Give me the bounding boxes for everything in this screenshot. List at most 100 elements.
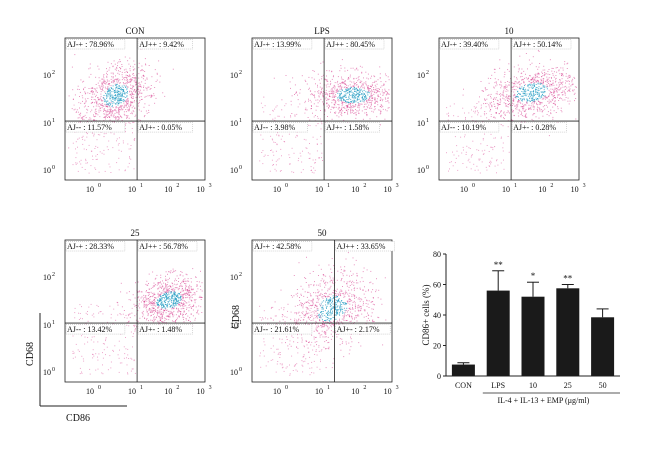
x-tick-label: 10 [315, 185, 323, 194]
x-tick-exponent: 0 [285, 183, 288, 189]
bar-y-tick-label: 40 [433, 311, 441, 320]
x-tick-exponent: 0 [98, 183, 101, 189]
quadrant-label-upper-left: AJ-+ : 42.58% [254, 242, 301, 251]
quadrant-label-upper-right: AJ++ : 80.45% [326, 40, 375, 49]
x-tick-label: 10 [273, 185, 281, 194]
x-tick-label: 10 [197, 387, 205, 396]
x-tick-exponent: 3 [583, 183, 586, 189]
y-tick-exponent: 0 [426, 165, 429, 171]
y-tick-exponent: 2 [239, 70, 242, 76]
scatter-dots [446, 49, 577, 174]
bar-category-label: 10 [529, 381, 537, 390]
scatter-dots [259, 252, 387, 376]
y-tick-exponent: 0 [52, 165, 55, 171]
quadrant-label-upper-right: AJ++ : 33.65% [337, 242, 386, 251]
scatter-dots [68, 48, 174, 174]
x-tick-exponent: 0 [472, 183, 475, 189]
x-tick-exponent: 3 [396, 385, 399, 391]
y-tick-label: 10 [43, 71, 51, 80]
bar-y-tick-label: 80 [433, 250, 441, 259]
dot-plot-axis-guide: CD68 CD86 CD68 [25, 305, 242, 424]
x-tick-exponent: 2 [550, 183, 553, 189]
panel50-y-axis-label: CD68 [231, 305, 242, 329]
x-tick-exponent: 1 [327, 385, 330, 391]
y-tick-label: 10 [43, 166, 51, 175]
y-tick-label: 10 [230, 321, 238, 330]
dot-plot-50: 50 AJ-+ : 42.58% AJ++ : 33.65% AJ-- : 21.61… [230, 228, 399, 396]
bar-50 [591, 317, 615, 376]
y-tick-exponent: 1 [52, 118, 55, 124]
scatter-dots [72, 268, 203, 375]
x-tick-exponent: 2 [363, 385, 366, 391]
bar-y-axis-label: CD86+ cells (%) [421, 284, 431, 345]
x-tick-label: 10 [351, 185, 359, 194]
dot-plot-25: 25 AJ-+ : 28.33% AJ++ : 56.78% AJ-- : 13.42… [43, 228, 212, 396]
bar-10 [521, 296, 545, 376]
x-tick-label: 10 [502, 185, 510, 194]
quadrant-label-lower-left: AJ-- : 21.61% [254, 325, 299, 334]
quadrant-label-lower-right: AJ+- : 0.28% [513, 123, 556, 132]
bar-x-axis-label: IL-4 + IL-13 + EMP (μg/ml) [497, 396, 589, 405]
x-tick-exponent: 3 [396, 183, 399, 189]
y-tick-label: 10 [230, 119, 238, 128]
x-tick-exponent: 2 [176, 183, 179, 189]
bar-con [451, 364, 475, 376]
plot-frame [64, 37, 206, 181]
y-tick-exponent: 1 [239, 118, 242, 124]
x-tick-exponent: 1 [514, 183, 517, 189]
x-tick-label: 10 [315, 387, 323, 396]
quadrant-label-upper-right: AJ++ : 50.14% [513, 40, 562, 49]
x-tick-exponent: 2 [363, 183, 366, 189]
quadrant-label-lower-left: AJ-- : 11.57% [67, 123, 112, 132]
significance-marker: ** [563, 274, 573, 284]
bar-25 [556, 288, 580, 376]
x-tick-label: 10 [538, 185, 546, 194]
y-axis-label-cd68: CD68 [25, 342, 36, 366]
x-tick-label: 10 [164, 185, 172, 194]
x-tick-exponent: 3 [209, 385, 212, 391]
plot-frame [251, 37, 393, 181]
x-tick-label: 10 [197, 185, 205, 194]
quadrant-label-upper-left: AJ-+ : 39.40% [441, 40, 488, 49]
y-tick-exponent: 2 [52, 70, 55, 76]
x-tick-label: 10 [164, 387, 172, 396]
dot-plot-con: CON AJ-+ : 78.96% AJ++ : 9.42% AJ-- : 11.57… [43, 26, 212, 194]
panel-title: 50 [318, 228, 328, 238]
y-tick-label: 10 [43, 273, 51, 282]
panel-title: LPS [314, 26, 330, 36]
plot-frame [438, 37, 580, 181]
quadrant-label-upper-left: AJ-+ : 78.96% [67, 40, 114, 49]
x-tick-exponent: 1 [140, 385, 143, 391]
bar-y-tick-label: 0 [437, 372, 441, 381]
quadrant-label-lower-left: AJ-- : 10.19% [441, 123, 486, 132]
bar-y-tick-label: 20 [433, 342, 441, 351]
x-tick-exponent: 0 [285, 385, 288, 391]
quadrant-label-upper-left: AJ-+ : 13.99% [254, 40, 301, 49]
y-tick-exponent: 1 [239, 320, 242, 326]
quadrant-label-lower-left: AJ-- : 3.98% [254, 123, 295, 132]
plot-frame [251, 239, 393, 383]
x-tick-exponent: 3 [209, 183, 212, 189]
y-tick-exponent: 2 [426, 70, 429, 76]
quadrant-label-upper-left: AJ-+ : 28.33% [67, 242, 114, 251]
y-tick-exponent: 1 [52, 320, 55, 326]
quadrant-label-lower-right: AJ+- : 0.05% [139, 123, 182, 132]
panel-title: 10 [505, 26, 515, 36]
quadrant-label-lower-right: AJ+- : 2.17% [337, 325, 380, 334]
quadrant-label-upper-right: AJ++ : 9.42% [139, 40, 184, 49]
y-tick-label: 10 [417, 71, 425, 80]
scatter-dots [259, 59, 390, 174]
y-tick-exponent: 0 [239, 367, 242, 373]
quadrant-label-lower-right: AJ+- : 1.48% [139, 325, 182, 334]
y-tick-exponent: 2 [239, 272, 242, 278]
x-tick-label: 10 [384, 387, 392, 396]
x-tick-exponent: 1 [140, 183, 143, 189]
y-tick-label: 10 [43, 368, 51, 377]
x-tick-exponent: 1 [327, 183, 330, 189]
y-tick-label: 10 [230, 273, 238, 282]
quadrant-label-lower-left: AJ-- : 13.42% [67, 325, 112, 334]
significance-marker: ** [494, 260, 504, 270]
x-tick-exponent: 2 [176, 385, 179, 391]
x-tick-label: 10 [384, 185, 392, 194]
